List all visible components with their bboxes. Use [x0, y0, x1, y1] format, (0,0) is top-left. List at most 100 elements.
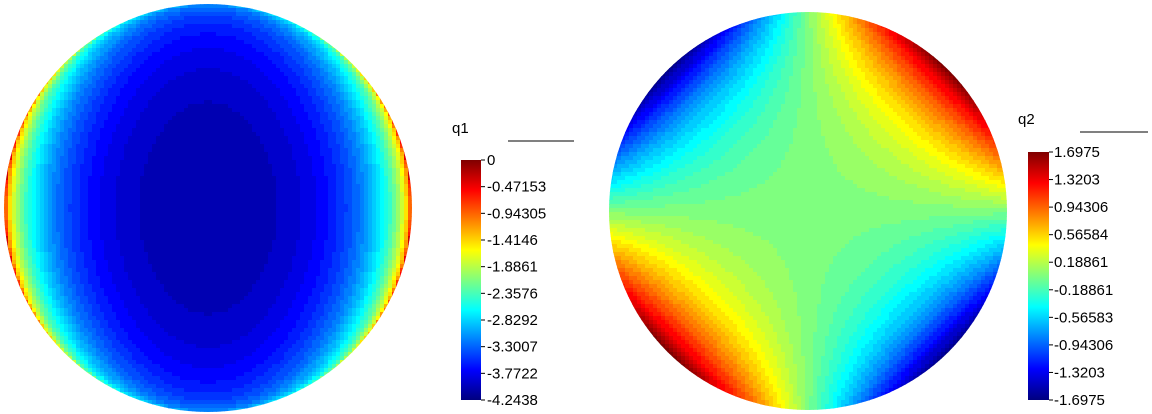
q1-cell	[80, 132, 85, 137]
q1-cell	[144, 184, 149, 189]
q1-cell	[348, 216, 353, 221]
q1-cell	[156, 184, 161, 189]
q1-cell	[140, 204, 145, 209]
q1-cell	[204, 224, 209, 229]
q1-cell	[20, 152, 25, 157]
q1-cell	[152, 132, 157, 137]
q1-cell	[184, 116, 189, 121]
q1-cell	[268, 224, 273, 229]
q1-cell	[144, 176, 149, 181]
q1-cell	[164, 92, 169, 97]
q1-cell	[184, 92, 189, 97]
q1-cell	[192, 232, 197, 237]
q1-cell	[384, 176, 389, 181]
q1-cell	[232, 100, 237, 105]
q1-cell	[20, 196, 25, 201]
q1-cell	[264, 28, 269, 33]
q1-cell	[168, 68, 173, 73]
q1-cell	[352, 76, 357, 81]
q1-cell	[184, 128, 189, 133]
q1-cell	[336, 216, 341, 221]
q1-cell	[32, 232, 37, 237]
q1-cell	[312, 172, 317, 177]
q1-cell	[180, 156, 185, 161]
q1-cell	[244, 140, 249, 145]
q1-cell	[116, 208, 121, 213]
q1-cell	[160, 184, 165, 189]
q1-cell	[192, 96, 197, 101]
q1-cell	[372, 136, 377, 141]
q1-cell	[336, 140, 341, 145]
q1-cell	[148, 140, 153, 145]
q1-cell	[180, 120, 185, 125]
q1-cell	[252, 16, 257, 21]
q1-cell	[100, 60, 105, 65]
q1-cell	[240, 144, 245, 149]
q1-cell	[152, 184, 157, 189]
q1-cell	[384, 164, 389, 169]
q1-cell	[56, 116, 61, 121]
q1-cell	[72, 164, 77, 169]
q1-cell	[96, 40, 101, 45]
q1-cell	[168, 172, 173, 177]
q1-cell	[132, 96, 137, 101]
q1-cell	[104, 148, 109, 153]
q1-cell	[332, 124, 337, 129]
q1-cell	[60, 132, 65, 137]
q1-cell	[52, 184, 57, 189]
q1-cell	[96, 68, 101, 73]
q1-cell	[196, 28, 201, 33]
q1-cell	[164, 208, 169, 213]
q1-cell	[296, 184, 301, 189]
q1-cell	[64, 164, 69, 169]
q1-cell	[116, 52, 121, 57]
q1-cell	[120, 132, 125, 137]
q1-cell	[268, 204, 273, 209]
q1-cell	[284, 68, 289, 73]
q1-cell	[120, 216, 125, 221]
q1-cell	[40, 92, 45, 97]
q1-cell	[220, 128, 225, 133]
q1-cell	[192, 72, 197, 77]
q1-cell	[232, 96, 237, 101]
q1-cell	[160, 100, 165, 105]
q1-cell	[240, 204, 245, 209]
q1-cell	[76, 124, 81, 129]
q1-cell	[188, 144, 193, 149]
q1-cell	[112, 60, 117, 65]
q1-cell	[124, 144, 129, 149]
q1-cell	[268, 72, 273, 77]
q1-cell	[248, 136, 253, 141]
q1-cell	[216, 208, 221, 213]
q1-cell	[264, 212, 269, 217]
q1-cell	[144, 16, 149, 21]
q1-cell	[368, 160, 373, 165]
q1-cell	[208, 16, 213, 21]
q1-cell	[380, 96, 385, 101]
q1-cell	[228, 16, 233, 21]
q1-cell	[368, 140, 373, 145]
q1-cell	[236, 52, 241, 57]
q1-cell	[128, 72, 133, 77]
q1-cell	[396, 184, 401, 189]
q1-cell	[300, 112, 305, 117]
q1-cell	[244, 220, 249, 225]
q1-cell	[224, 8, 229, 13]
q1-cell	[248, 84, 253, 89]
q1-cell	[328, 220, 333, 225]
q1-cell	[112, 120, 117, 125]
q1-cell	[332, 128, 337, 133]
q1-cell	[160, 132, 165, 137]
q1-cell	[368, 92, 373, 97]
q1-cell	[36, 204, 41, 209]
q1-cell	[284, 192, 289, 197]
q1-cell	[208, 80, 213, 85]
q1-cell	[344, 152, 349, 157]
q1-cell	[296, 224, 301, 229]
q1-cell	[348, 188, 353, 193]
q1-cell	[124, 168, 129, 173]
q1-cell	[280, 188, 285, 193]
q1-cell	[388, 108, 393, 113]
q1-cell	[240, 220, 245, 225]
q1-cell	[248, 228, 253, 233]
